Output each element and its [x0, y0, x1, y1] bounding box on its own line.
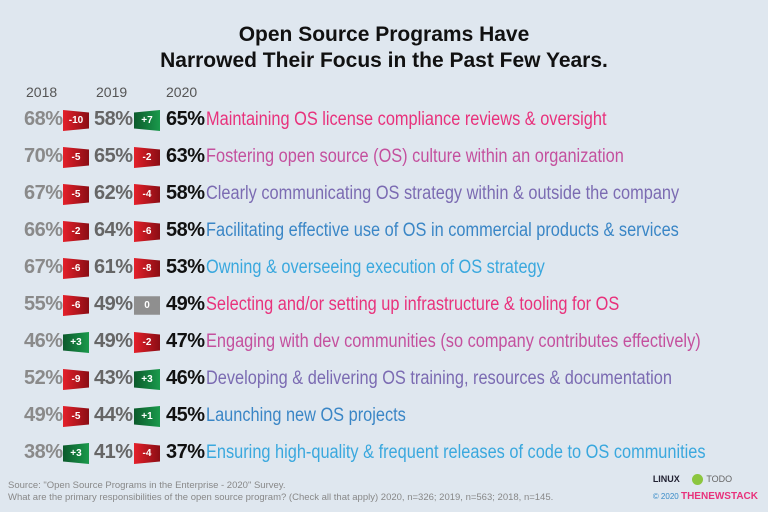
- change-flag-2018-2019: -6: [63, 295, 89, 316]
- change-flag-2018-2019: +3: [63, 332, 89, 353]
- row-label: Clearly communicating OS strategy within…: [206, 183, 680, 204]
- value-2020: 37%: [166, 441, 205, 463]
- copyright-year: © 2020: [652, 492, 679, 502]
- value-2019: 49%: [94, 330, 133, 352]
- value-2018: 67%: [24, 256, 63, 278]
- value-2018: 46%: [24, 330, 63, 352]
- change-flag-2018-2019: -6: [63, 258, 89, 279]
- chart-title: Open Source Programs Have Narrowed Their…: [0, 22, 768, 74]
- value-2019: 58%: [94, 108, 133, 130]
- row-label: Fostering open source (OS) culture withi…: [206, 146, 624, 167]
- value-2018: 67%: [24, 182, 63, 204]
- value-2018: 70%: [24, 145, 63, 167]
- value-2018: 68%: [24, 108, 63, 130]
- change-flag-2018-2019: -5: [63, 406, 89, 427]
- change-flag-2018-2019: -10: [63, 110, 89, 131]
- row-label: Selecting and/or setting up infrastructu…: [206, 294, 620, 315]
- table-row: 68% -10 58% +7 65% Maintaining OS license com…: [0, 105, 768, 135]
- value-2019: 44%: [94, 404, 133, 426]
- value-2019: 65%: [94, 145, 133, 167]
- change-flag-2019-2020: +1: [134, 406, 160, 427]
- table-row: 66% -2 64% -6 58% Facilitating effective use …: [0, 216, 768, 246]
- change-flag-2019-2020: -4: [134, 184, 160, 205]
- title-line-1: Open Source Programs Have: [238, 23, 530, 46]
- source-note: Source: "Open Source Programs in the Ent…: [8, 480, 553, 504]
- question-text: What are the primary responsibilities of…: [8, 492, 554, 503]
- row-label: Engaging with dev communities (so compan…: [206, 331, 701, 352]
- change-flag-2019-2020: -2: [134, 332, 160, 353]
- change-flag-2019-2020: -2: [134, 147, 160, 168]
- row-label: Ensuring high-quality & frequent release…: [206, 442, 706, 463]
- todo-logo: TODO: [692, 474, 733, 486]
- change-flag-2019-2020: -8: [134, 258, 160, 279]
- value-2019: 62%: [94, 182, 133, 204]
- value-2018: 38%: [24, 441, 63, 463]
- table-row: 67% -5 62% -4 58% Clearly communicating OS st…: [0, 179, 768, 209]
- table-row: 70% -5 65% -2 63% Fostering open source (OS) …: [0, 142, 768, 172]
- value-2020: 58%: [166, 182, 205, 204]
- value-2019: 64%: [94, 219, 133, 241]
- row-label: Facilitating effective use of OS in comm…: [206, 220, 679, 241]
- change-flag-2018-2019: +3: [63, 443, 89, 464]
- value-2020: 53%: [166, 256, 205, 278]
- change-flag-2019-2020: -4: [134, 443, 160, 464]
- value-2018: 52%: [24, 367, 63, 389]
- change-flag-2019-2020: +7: [134, 110, 160, 131]
- value-2019: 61%: [94, 256, 133, 278]
- table-row: 52% -9 43% +3 46% Developing & delivering OS …: [0, 364, 768, 394]
- todo-dot-icon: [692, 474, 704, 486]
- value-2020: 65%: [166, 108, 205, 130]
- table-row: 38% +3 41% -4 37% Ensuring high-quality & fre…: [0, 438, 768, 468]
- change-flag-2018-2019: -5: [63, 147, 89, 168]
- table-row: 55% -6 49% 0 49% Selecting and/or setting up …: [0, 290, 768, 320]
- row-label: Developing & delivering OS training, res…: [206, 368, 672, 389]
- logos: LINUX TODO © 2020 THENEWSTACK: [653, 474, 758, 502]
- row-label: Owning & overseeing execution of OS stra…: [206, 257, 545, 278]
- table-row: 46% +3 49% -2 47% Engaging with dev communiti…: [0, 327, 768, 357]
- value-2020: 49%: [166, 293, 205, 315]
- value-2019: 43%: [94, 367, 133, 389]
- change-flag-2018-2019: -2: [63, 221, 89, 242]
- value-2020: 58%: [166, 219, 205, 241]
- value-2018: 55%: [24, 293, 63, 315]
- value-2020: 45%: [166, 404, 205, 426]
- value-2019: 49%: [94, 293, 133, 315]
- row-label: Launching new OS projects: [206, 405, 406, 426]
- value-2020: 63%: [166, 145, 205, 167]
- todo-text: TODO: [706, 474, 733, 484]
- copyright: © 2020 THENEWSTACK: [653, 491, 758, 502]
- year-header-2018: 2018: [26, 84, 58, 100]
- year-header-2019: 2019: [96, 84, 128, 100]
- change-flag-2019-2020: +3: [134, 369, 160, 390]
- change-flag-2019-2020: -6: [134, 221, 160, 242]
- change-flag-2018-2019: -5: [63, 184, 89, 205]
- year-header-2020: 2020: [166, 84, 198, 100]
- value-2018: 49%: [24, 404, 63, 426]
- value-2020: 46%: [166, 367, 205, 389]
- linux-foundation-logo: LINUX: [652, 474, 680, 484]
- change-flag-2019-2020: 0: [134, 296, 160, 315]
- title-line-2: Narrowed Their Focus in the Past Few Yea…: [160, 49, 608, 72]
- value-2020: 47%: [166, 330, 205, 352]
- table-row: 49% -5 44% +1 45% Launching new OS projects: [0, 401, 768, 431]
- value-2019: 41%: [94, 441, 133, 463]
- source-text: Source: "Open Source Programs in the Ent…: [8, 480, 286, 491]
- value-2018: 66%: [24, 219, 63, 241]
- brand-logo: THENEWSTACK: [680, 491, 758, 503]
- row-label: Maintaining OS license compliance review…: [206, 109, 607, 130]
- change-flag-2018-2019: -9: [63, 369, 89, 390]
- table-row: 67% -6 61% -8 53% Owning & overseeing executi…: [0, 253, 768, 283]
